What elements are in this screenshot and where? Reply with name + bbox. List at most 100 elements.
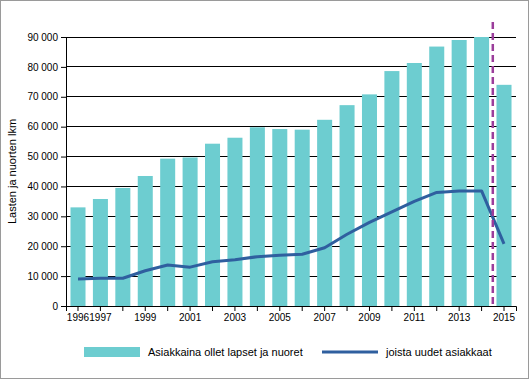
tick: 10 000 bbox=[27, 271, 66, 282]
tick-label: 2015 bbox=[493, 312, 516, 323]
tick-label: 2007 bbox=[314, 312, 337, 323]
tick-label: 1999 bbox=[134, 312, 157, 323]
tick-label: 2005 bbox=[269, 312, 292, 323]
grid-line bbox=[66, 126, 516, 127]
tick-mark bbox=[414, 306, 415, 311]
bar bbox=[115, 188, 130, 306]
tick: 30 000 bbox=[27, 211, 66, 222]
bar bbox=[429, 47, 444, 306]
tick-mark bbox=[61, 97, 66, 98]
tick: 90 000 bbox=[27, 32, 66, 43]
tick-mark bbox=[234, 306, 235, 311]
tick: 2007 bbox=[314, 306, 337, 323]
tick: 2013 bbox=[448, 306, 471, 323]
tick bbox=[212, 306, 213, 311]
axis-line bbox=[67, 307, 517, 312]
tick: 1996 bbox=[67, 306, 90, 323]
bar bbox=[160, 159, 175, 306]
tick-mark bbox=[167, 306, 168, 311]
bar bbox=[362, 94, 377, 306]
grid-line bbox=[66, 216, 516, 217]
grid-line bbox=[66, 186, 516, 187]
bar bbox=[183, 157, 198, 306]
bar bbox=[317, 120, 332, 306]
tick-mark bbox=[459, 306, 460, 311]
legend-label: Asiakkaina ollet lapset ja nuoret bbox=[148, 346, 303, 358]
tick: 2015 bbox=[493, 306, 516, 323]
axis-line bbox=[61, 38, 67, 307]
tick-label: 30 000 bbox=[27, 211, 58, 222]
legend-item: Asiakkaina ollet lapset ja nuoret bbox=[84, 346, 303, 358]
legend-label: joista uudet asiakkaat bbox=[385, 346, 492, 358]
bar bbox=[138, 176, 153, 306]
tick-mark bbox=[436, 306, 437, 311]
tick: 2001 bbox=[179, 306, 202, 323]
tick-label: 90 000 bbox=[27, 32, 58, 43]
tick bbox=[122, 306, 123, 311]
bar bbox=[70, 207, 85, 306]
tick-label: 1996 bbox=[67, 312, 90, 323]
tick-mark bbox=[61, 37, 66, 38]
tick-mark bbox=[61, 246, 66, 247]
tick-mark bbox=[61, 67, 66, 68]
tick-mark bbox=[324, 306, 325, 311]
frame bbox=[1, 1, 529, 379]
bar bbox=[384, 71, 399, 306]
plot-area bbox=[70, 37, 511, 306]
bar bbox=[496, 85, 511, 306]
tick-mark bbox=[77, 306, 78, 311]
tick-label: 1997 bbox=[89, 312, 112, 323]
tick-mark bbox=[391, 306, 392, 311]
grid bbox=[66, 37, 516, 306]
tick-mark bbox=[302, 306, 303, 311]
tick-mark bbox=[61, 186, 66, 187]
bar bbox=[227, 138, 242, 306]
bar bbox=[407, 63, 422, 306]
tick-label: 2001 bbox=[179, 312, 202, 323]
tick-mark bbox=[504, 306, 505, 311]
tick-mark bbox=[61, 157, 66, 158]
tick-label: 2009 bbox=[358, 312, 381, 323]
bar-series bbox=[70, 37, 511, 306]
tick-mark bbox=[145, 306, 146, 311]
tick: 50 000 bbox=[27, 151, 66, 162]
bar bbox=[250, 127, 265, 306]
divider bbox=[492, 22, 495, 306]
tick: 60 000 bbox=[27, 121, 66, 132]
tick: 20 000 bbox=[27, 241, 66, 252]
bar bbox=[452, 40, 467, 306]
x-axis: 19961997 1999 2001 2003 2005 2007 2009 2011 2013… bbox=[67, 306, 517, 323]
grid-line bbox=[66, 246, 516, 247]
bar bbox=[474, 37, 489, 306]
bar bbox=[205, 144, 220, 306]
tick-label: 2003 bbox=[224, 312, 247, 323]
tick-label: 10 000 bbox=[27, 271, 58, 282]
tick-mark bbox=[257, 306, 258, 311]
tick-label: 70 000 bbox=[27, 91, 58, 102]
tick: 0 bbox=[52, 301, 66, 312]
tick-mark bbox=[61, 306, 66, 307]
tick-mark bbox=[481, 306, 482, 311]
tick: 40 000 bbox=[27, 181, 66, 192]
legend: Asiakkaina ollet lapset ja nuoret joista … bbox=[84, 346, 492, 358]
tick-mark bbox=[61, 127, 66, 128]
bar bbox=[340, 105, 355, 306]
tick-label: 2011 bbox=[404, 312, 426, 323]
grid-line bbox=[66, 66, 516, 67]
tick-mark bbox=[190, 306, 191, 311]
legend-item: joista uudet asiakkaat bbox=[322, 346, 492, 358]
tick bbox=[481, 306, 482, 311]
tick-label: 0 bbox=[52, 301, 58, 312]
bar bbox=[272, 129, 287, 306]
grid-line bbox=[66, 37, 516, 38]
legend-swatch bbox=[84, 347, 140, 357]
y-axis: 0 10 000 20 000 30 000 40 000 50 000 60 000 70 … bbox=[27, 32, 66, 312]
tick-mark bbox=[279, 306, 280, 311]
tick-mark bbox=[212, 306, 213, 311]
tick: 80 000 bbox=[27, 62, 66, 73]
tick-mark bbox=[61, 216, 66, 217]
tick bbox=[167, 306, 168, 311]
tick-label: 60 000 bbox=[27, 121, 58, 132]
tick-label: 50 000 bbox=[27, 151, 58, 162]
tick: 2009 bbox=[358, 306, 381, 323]
